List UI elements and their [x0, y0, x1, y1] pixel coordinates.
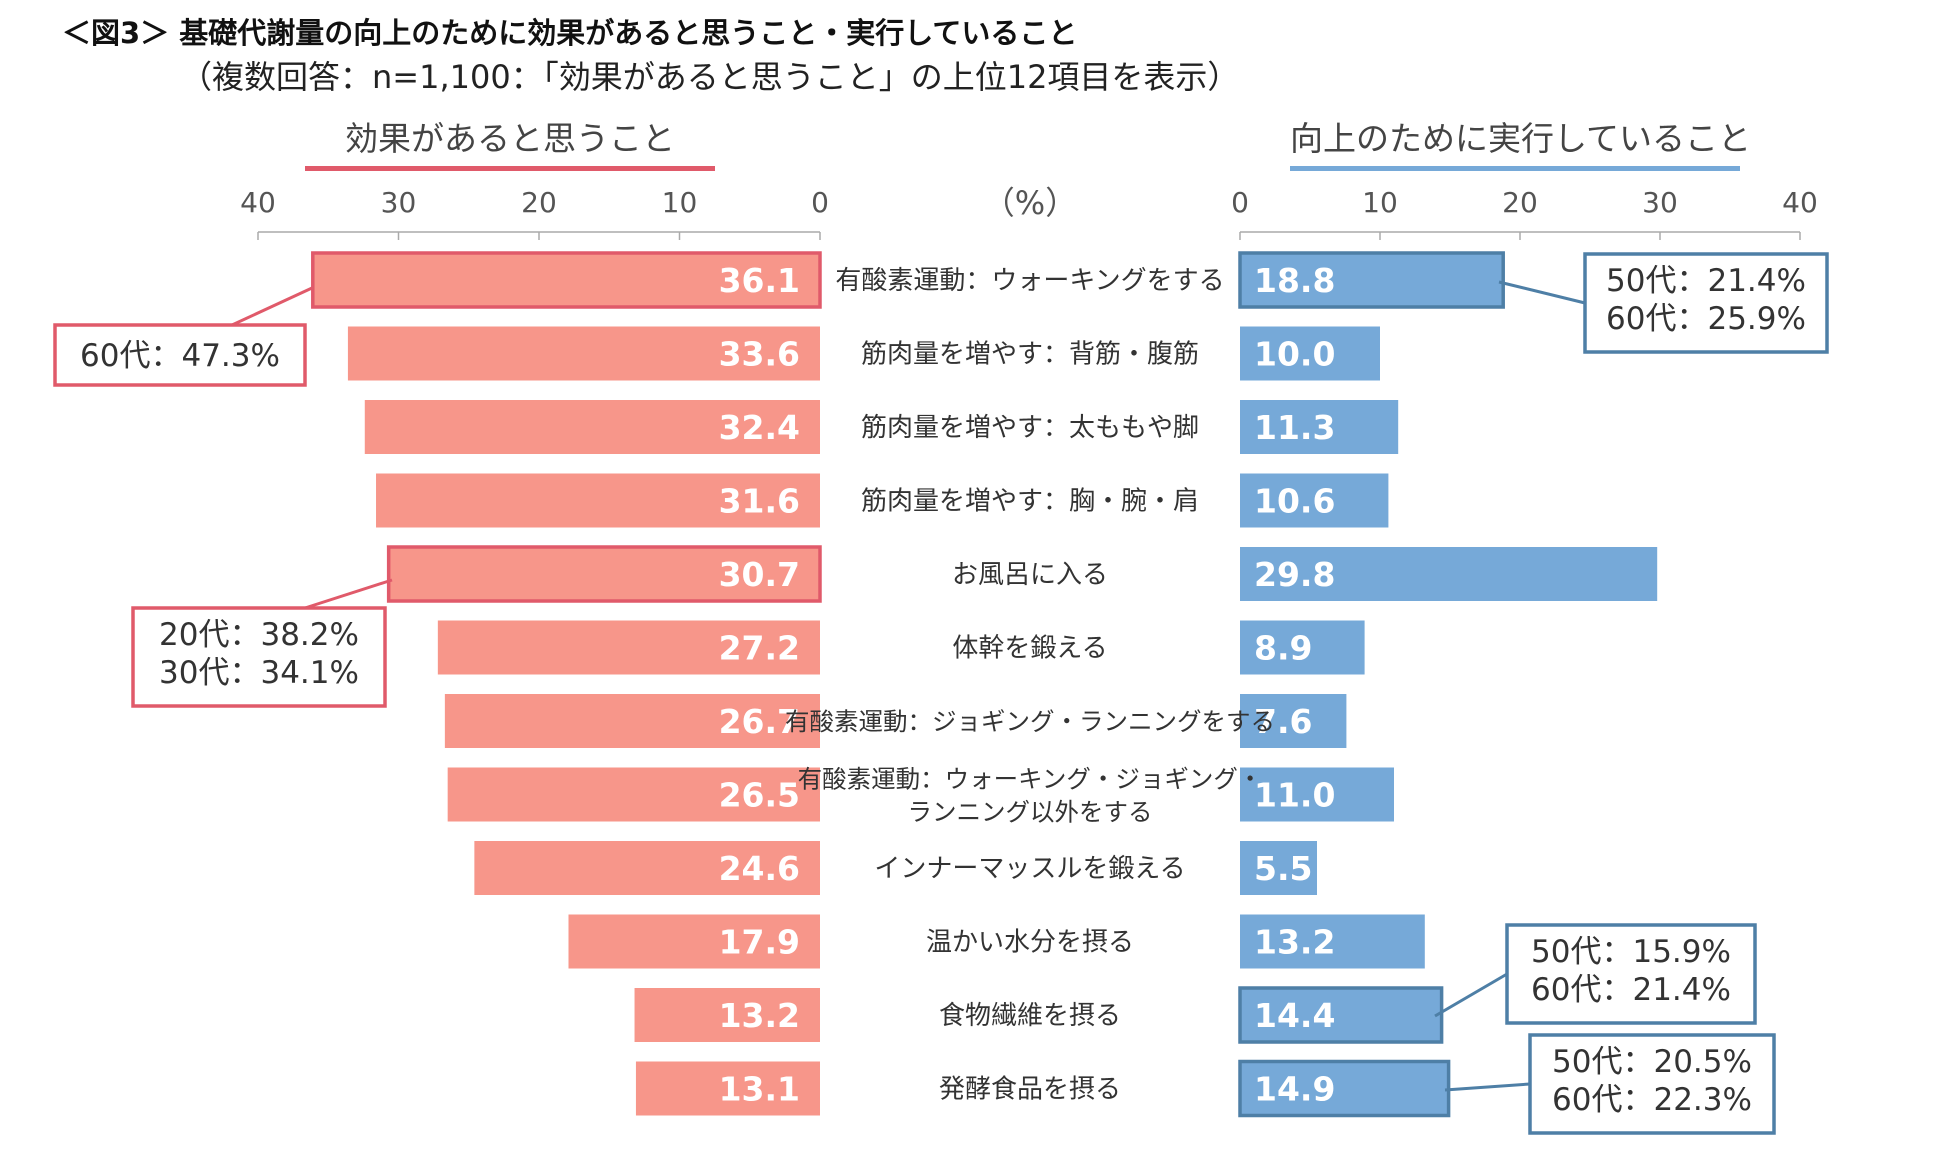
category-label: 有酸素運動：ウォーキング・ジョギング・: [798, 765, 1263, 794]
unit-label: （%）: [983, 184, 1077, 222]
left-axis-tick-label: 20: [521, 186, 557, 219]
category-label: 体幹を鍛える: [952, 634, 1107, 664]
right-bar: [1240, 767, 1394, 822]
right-bar: [1240, 694, 1347, 748]
left-axis-tick-label: 0: [811, 186, 829, 219]
callout-text: 50代：15.9%: [1531, 934, 1731, 970]
right-bar-value-label: 13.2: [1254, 923, 1335, 962]
left-bar: [386, 545, 822, 603]
right-bar-value-label: 14.4: [1254, 996, 1335, 1035]
callout-text: 60代：47.3%: [80, 338, 280, 374]
left-bar: [376, 473, 820, 528]
right-axis-tick-label: 0: [1231, 186, 1249, 219]
right-bar-value-label: 11.0: [1254, 776, 1335, 815]
callout-text: 30代：34.1%: [159, 655, 359, 691]
chart-title: ＜図3＞ 基礎代謝量の向上のために効果があると思うこと・実行していること: [62, 16, 1078, 50]
right-bar: [1240, 620, 1365, 675]
callout-text: 60代：21.4%: [1531, 972, 1731, 1008]
chart-subtitle: （複数回答：n=1,100：「効果があると思うこと」の上位12項目を表示）: [180, 58, 1240, 96]
right-axis-tick-label: 30: [1642, 186, 1678, 219]
right-bar: [1240, 473, 1389, 528]
callout-box: [131, 606, 387, 708]
left-bar: [311, 251, 822, 309]
left-bar: [437, 620, 820, 675]
category-label: お風呂に入る: [952, 560, 1108, 590]
left-axis-tick-label: 10: [662, 186, 698, 219]
left-bar: [635, 1061, 820, 1116]
left-bar-value-label: 33.6: [719, 335, 800, 374]
category-label: 筋肉量を増やす：太ももや脚: [861, 413, 1199, 443]
right-bar-value-label: 10.0: [1254, 335, 1335, 374]
left-series-header: 効果があると思うこと: [345, 119, 675, 158]
category-label: 筋肉量を増やす：胸・腕・肩: [861, 487, 1199, 517]
right-bar-value-label: 14.9: [1254, 1070, 1335, 1109]
left-bar-value-label: 27.2: [719, 629, 800, 668]
callout-box: [53, 323, 307, 387]
left-bar-value-label: 36.1: [719, 261, 800, 300]
category-label: 発酵食品を摂る: [939, 1075, 1121, 1105]
callout-box: [1528, 1033, 1776, 1135]
right-series-header: 向上のために実行していること: [1290, 119, 1752, 158]
left-bar: [447, 767, 820, 822]
left-bar-value-label: 26.7: [719, 702, 800, 741]
right-bar: [1238, 251, 1505, 309]
callout-text: 50代：20.5%: [1552, 1044, 1752, 1080]
category-label: ランニング以外をする: [908, 798, 1153, 827]
left-bar-value-label: 30.7: [719, 555, 800, 594]
left-axis-tick-label: 30: [381, 186, 417, 219]
callout-text: 60代：22.3%: [1552, 1082, 1752, 1118]
left-bar-value-label: 13.1: [719, 1070, 800, 1109]
right-bar: [1240, 914, 1425, 969]
callout-text: 60代：25.9%: [1606, 301, 1806, 337]
left-bar-value-label: 32.4: [719, 408, 800, 447]
left-axis-tick-label: 40: [240, 186, 276, 219]
right-bar-value-label: 18.8: [1254, 261, 1335, 300]
left-bar-value-label: 13.2: [719, 996, 800, 1035]
callout-connector: [304, 578, 393, 610]
right-header-underline: [1290, 166, 1740, 171]
right-bar: [1240, 400, 1399, 454]
callout-connector: [231, 286, 313, 327]
right-bar: [1240, 547, 1658, 601]
left-bar: [474, 841, 820, 895]
category-label: 食物繊維を摂る: [939, 1001, 1121, 1031]
left-bar: [568, 914, 820, 969]
category-label: 温かい水分を摂る: [926, 928, 1134, 958]
right-axis-tick-label: 20: [1502, 186, 1538, 219]
left-bar: [634, 988, 820, 1042]
callout-box: [1505, 923, 1757, 1025]
left-bar: [444, 694, 820, 748]
left-bar-value-label: 26.5: [719, 776, 800, 815]
callout-connector: [1434, 972, 1508, 1018]
category-label: 有酸素運動：ジョギング・ランニングをする: [785, 707, 1275, 736]
right-bar-value-label: 10.6: [1254, 482, 1335, 521]
right-axis-tick-label: 10: [1362, 186, 1398, 219]
callout-connector: [1498, 280, 1586, 305]
left-header-underline: [305, 166, 715, 171]
right-bar-value-label: 5.5: [1254, 849, 1312, 888]
left-bar: [347, 326, 820, 381]
category-label: 筋肉量を増やす：背筋・腹筋: [861, 340, 1199, 370]
left-bar-value-label: 24.6: [719, 849, 800, 888]
left-bar: [364, 400, 820, 454]
left-bar-value-label: 17.9: [719, 923, 800, 962]
right-bar-value-label: 29.8: [1254, 555, 1335, 594]
right-bar-value-label: 7.6: [1254, 702, 1312, 741]
right-bar-value-label: 8.9: [1254, 629, 1312, 668]
callout-box: [1583, 252, 1829, 354]
right-axis-tick-label: 40: [1782, 186, 1818, 219]
right-bar: [1238, 986, 1444, 1044]
callout-connector: [1444, 1082, 1531, 1092]
left-bar-value-label: 31.6: [719, 482, 800, 521]
right-bar-value-label: 11.3: [1254, 408, 1335, 447]
right-bar: [1240, 326, 1380, 381]
category-label: インナーマッスルを鍛える: [874, 854, 1185, 884]
callout-text: 20代：38.2%: [159, 617, 359, 653]
right-bar: [1240, 841, 1317, 895]
category-label: 有酸素運動：ウォーキングをする: [835, 266, 1224, 296]
callout-text: 50代：21.4%: [1606, 263, 1806, 299]
